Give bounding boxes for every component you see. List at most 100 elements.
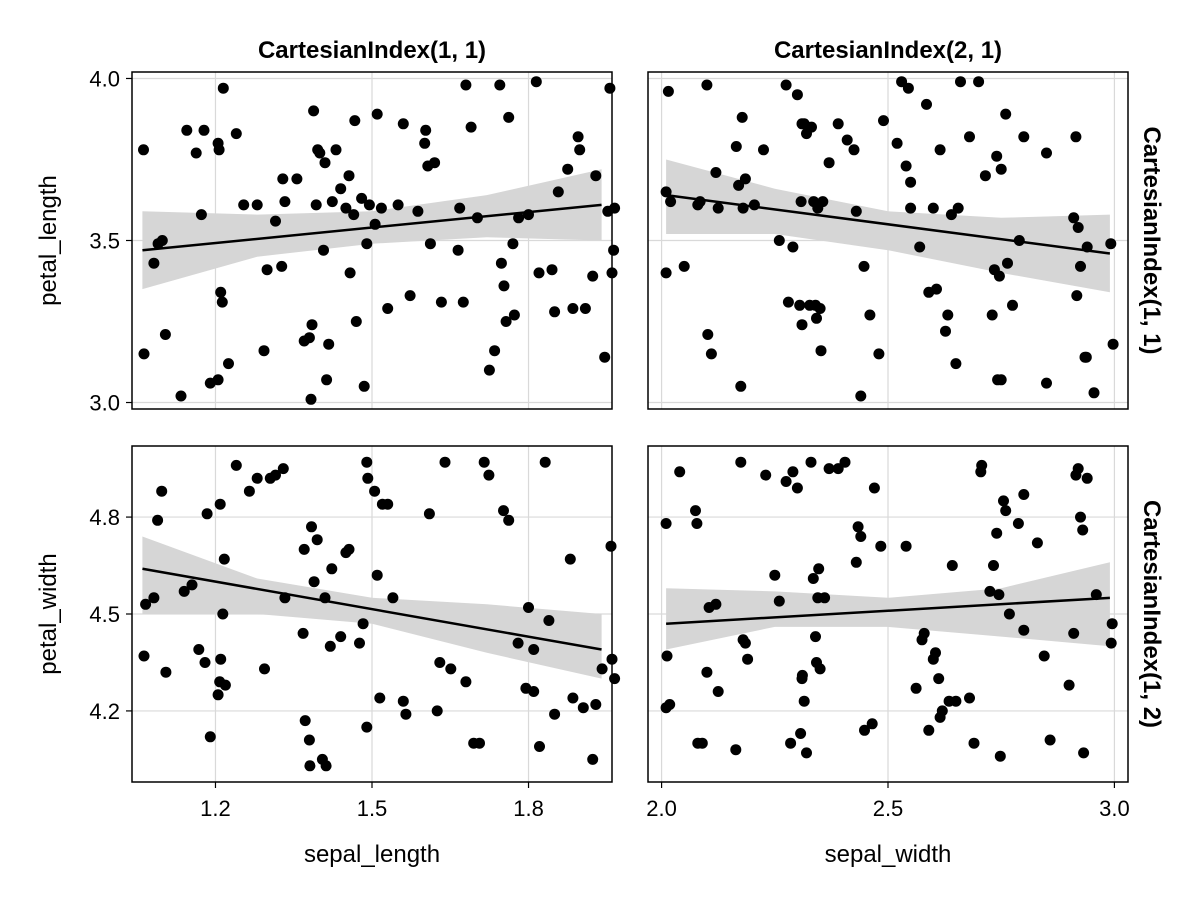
panel-r1-c0-point-21 xyxy=(251,472,263,484)
panel-r1-c0-confidence-band xyxy=(142,536,602,679)
panel-r0-c1-point-49 xyxy=(878,115,889,127)
panel-r1-c1-point-71 xyxy=(1000,505,1012,517)
panel-r0-c1-point-53 xyxy=(902,82,914,94)
panel-r1-c0-point-78 xyxy=(567,692,579,704)
panel-r1-c0-point-74 xyxy=(539,456,551,468)
panel-r0-c0-point-18 xyxy=(223,358,234,370)
panel-r0-c0-point-49 xyxy=(350,316,362,327)
panel-r1-c0-point-63 xyxy=(474,737,485,749)
panel-r0-c0-point-83 xyxy=(513,212,525,224)
panel-r0-c0-point-46 xyxy=(344,267,356,279)
row-title-2: CartesianIndex(1, 2) xyxy=(1138,500,1165,728)
panel-r1-c1-point-83 xyxy=(1075,511,1086,523)
panel-r0-c0-point-90 xyxy=(562,163,574,175)
panel-r0-c1-point-13 xyxy=(733,179,745,191)
panel-r1-c0-point-9 xyxy=(199,657,211,668)
panel-r0-c0-point-82 xyxy=(508,309,520,321)
panel-r0-c1-point-12 xyxy=(730,141,742,152)
panel-r1-c1-point-44 xyxy=(859,724,870,736)
panel-r1-c1-confidence-band xyxy=(666,562,1110,650)
panel-r1-c0-point-44 xyxy=(357,618,369,630)
panel-r0-c1-point-37 xyxy=(814,303,826,314)
panel-r1-c1-point-86 xyxy=(1081,472,1093,484)
panel-r0-c0-point-79 xyxy=(500,316,512,327)
panel-r0-c0-point-38 xyxy=(319,157,331,169)
panel-r0-c1-point-14 xyxy=(735,380,747,392)
panel-r1-c0-fit-line xyxy=(142,567,602,651)
panel-r1-c1-point-89 xyxy=(1106,618,1118,630)
panel-r1-c0-point-0 xyxy=(138,650,150,662)
panel-r0-c0-point-7 xyxy=(181,124,193,136)
panel-r0-c0-point-99 xyxy=(604,82,616,94)
panel-r0-c1-point-75 xyxy=(993,270,1005,282)
panel-r0-c1-point-93 xyxy=(1088,387,1100,399)
panel-r1-c1-point-3 xyxy=(664,699,676,710)
panel-r1-c1-point-67 xyxy=(991,527,1003,539)
panel-r0-c1-point-26 xyxy=(795,196,807,208)
panel-r0-c1-point-73 xyxy=(991,150,1003,162)
panel-r0-c0-point-88 xyxy=(549,306,561,318)
panel-r1-c0-point-30 xyxy=(303,734,315,746)
panel-r1-c0-point-37 xyxy=(320,760,332,772)
panel-r1-c1-point-6 xyxy=(691,518,703,529)
panel-r1-c0-point-81 xyxy=(590,699,602,710)
panel-r0-c0-point-93 xyxy=(574,144,586,156)
panel-r0-c0-point-37 xyxy=(318,244,329,256)
panel-r1-c0-point-32 xyxy=(306,521,317,533)
panel-r1-c1-point-52 xyxy=(923,724,935,736)
panel-r0-c0-point-68 xyxy=(452,244,464,256)
panel-r1-c1-point-60 xyxy=(950,695,962,707)
panel-r0-c0-point-25 xyxy=(276,260,288,272)
panel-r1-c0-point-48 xyxy=(369,485,381,497)
panel-r0-c1-point-18 xyxy=(748,199,760,211)
panel-r0-c0-point-42 xyxy=(330,144,342,156)
panel-r1-c0-point-2 xyxy=(148,592,160,604)
panel-r0-c0-point-101 xyxy=(608,244,620,256)
panel-r1-c1-xtick-label-2-5: 2.5 xyxy=(873,796,904,821)
panel-r1-c1-point-16 xyxy=(739,637,751,649)
panel-r0-c0-point-60 xyxy=(404,290,416,302)
panel-r1-c1-point-49 xyxy=(910,682,922,694)
panel-r0-c1-point-50 xyxy=(891,137,903,149)
panel-r1-c0-point-4 xyxy=(156,485,168,497)
panel-r1-c1-point-74 xyxy=(1018,489,1030,500)
panel-r1-c0-point-85 xyxy=(609,673,621,685)
panel-r0-c1-point-41 xyxy=(832,118,844,130)
panel-r0-c0-point-53 xyxy=(363,199,375,211)
panel-r1-c1-point-30 xyxy=(805,456,817,468)
panel-r1-c1-point-55 xyxy=(933,673,945,685)
panel-r1-c0-point-55 xyxy=(400,708,412,720)
panel-r1-c1-point-48 xyxy=(900,540,912,552)
panel-r1-c1-point-20 xyxy=(773,595,785,607)
panel-r0-c0-point-40 xyxy=(323,338,335,350)
panel-r1-c1 xyxy=(647,445,1129,788)
panel-r0-c0-point-91 xyxy=(567,303,579,314)
panel-r1-c0-point-77 xyxy=(564,553,576,565)
column-title-2: CartesianIndex(2, 1) xyxy=(774,37,1002,64)
panel-r0-c1-point-15 xyxy=(736,111,748,123)
panel-r0-c1-point-42 xyxy=(841,134,853,146)
panel-r1-c1-point-36 xyxy=(814,663,826,675)
panel-r1-c0-point-79 xyxy=(577,702,589,714)
panel-r1-c1-point-66 xyxy=(988,560,999,571)
panel-r1-c0-ytick-label-4-8: 4.8 xyxy=(89,505,120,530)
panel-r1-c0-point-67 xyxy=(503,514,515,526)
panel-r1-c0-point-71 xyxy=(528,644,540,655)
panel-r1-c0-ytick-label-4-2: 4.2 xyxy=(89,699,120,724)
panel-r0-c1-point-65 xyxy=(950,358,962,370)
panel-r1-c0-point-20 xyxy=(243,485,255,497)
panel-r1-c0-point-14 xyxy=(214,498,226,510)
panel-r0-c1-point-46 xyxy=(858,260,870,272)
panel-r1-c1-point-61 xyxy=(964,692,975,704)
panel-r1-c1-point-78 xyxy=(1044,734,1056,746)
panel-r1-c1-point-46 xyxy=(868,482,880,494)
panel-r0-c0-point-16 xyxy=(216,296,228,308)
panel-r1-c0-point-53 xyxy=(387,592,399,604)
panel-r0-c0-point-20 xyxy=(238,199,250,211)
panel-r0-c1-point-48 xyxy=(873,348,885,360)
panel-r1-c1-xtick-label-3: 3.0 xyxy=(1099,796,1130,821)
panel-r1-c0-point-58 xyxy=(434,657,446,668)
panel-r0-c0-ytick-label-4: 4.0 xyxy=(89,66,120,91)
panel-r0-c0-point-75 xyxy=(489,345,501,357)
panel-r1-c0-point-22 xyxy=(259,663,270,675)
